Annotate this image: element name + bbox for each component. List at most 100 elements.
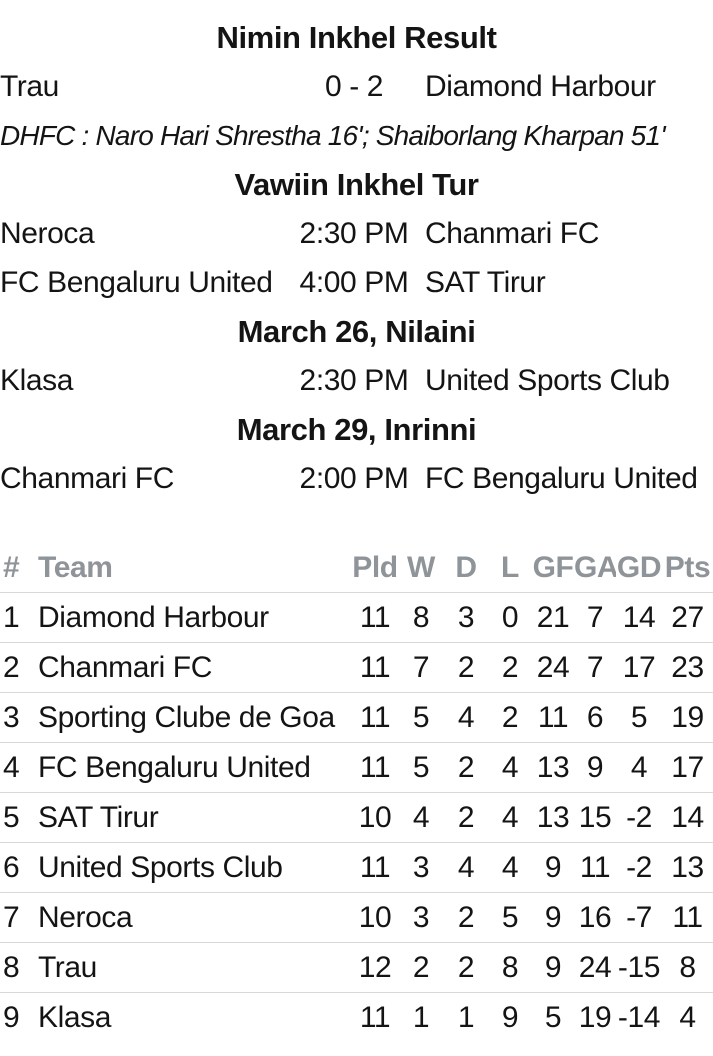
cell-pts: 4 [679, 1001, 696, 1034]
fixture-row: Klasa 2:30 PM United Sports Club [0, 356, 713, 405]
standings-header-row: # Team Pld W D L GF GA GD Pts [0, 543, 713, 593]
cell-d: 4 [457, 850, 475, 884]
cell-pos: 1 [3, 600, 20, 634]
cell-pld: 11 [359, 700, 391, 734]
home-team: FC Bengaluru United [0, 266, 273, 299]
cell-pts: 11 [672, 900, 703, 934]
cell-pos: 9 [3, 1001, 20, 1034]
away-team: SAT Tirur [425, 266, 546, 299]
fixture-row: FC Bengaluru United 4:00 PM SAT Tirur [0, 258, 713, 307]
cell-w: 3 [412, 900, 430, 934]
away-team: United Sports Club [425, 364, 670, 397]
kickoff-time: 2:30 PM [299, 217, 409, 250]
standings-row: 4 FC Bengaluru United 11 5 2 4 13 9 4 17 [0, 743, 713, 793]
cell-team: SAT Tirur [38, 800, 159, 834]
fixture-row: Neroca 2:30 PM Chanmari FC [0, 209, 713, 258]
standings-row: 5 SAT Tirur 10 4 2 4 13 15 -2 14 [0, 793, 713, 843]
cell-pld: 11 [359, 750, 391, 784]
home-team: Klasa [0, 364, 74, 397]
cell-pts: 14 [671, 800, 704, 834]
cell-ga: 6 [586, 700, 604, 734]
cell-team: Chanmari FC [38, 650, 212, 684]
standings-row: 2 Chanmari FC 11 7 2 2 24 7 17 23 [0, 643, 713, 693]
cell-l: 8 [501, 950, 519, 984]
header-cell-d: D [455, 550, 477, 584]
standings-row: 9 Klasa 11 1 1 9 5 19 -14 4 [0, 993, 713, 1043]
cell-w: 4 [412, 800, 430, 834]
cell-team: Klasa [38, 1001, 112, 1034]
standings-row: 3 Sporting Clube de Goa 11 5 4 2 11 6 5 19 [0, 693, 713, 743]
cell-d: 2 [457, 650, 475, 684]
match-score: 0 - 2 [324, 70, 384, 103]
cell-d: 4 [457, 700, 475, 734]
standings-row: 1 Diamond Harbour 11 8 3 0 21 7 14 27 [0, 593, 713, 643]
cell-team: Neroca [38, 900, 133, 934]
cell-pts: 8 [679, 950, 696, 984]
kickoff-time: 2:30 PM [299, 364, 409, 397]
cell-pos: 8 [3, 950, 20, 984]
cell-pos: 4 [3, 750, 20, 784]
cell-gf: 24 [536, 650, 570, 684]
header-cell-pos: # [3, 550, 20, 584]
header-cell-gd: GD [616, 550, 662, 584]
cell-gf: 9 [544, 950, 562, 984]
cell-pld: 12 [358, 950, 392, 984]
cell-ga: 11 [579, 850, 611, 884]
cell-gf: 21 [536, 600, 570, 634]
cell-pld: 11 [359, 1001, 391, 1034]
header-cell-l: L [501, 550, 519, 584]
home-team: Trau [0, 70, 59, 103]
cell-gf: 13 [536, 750, 570, 784]
cell-pts: 27 [671, 600, 704, 634]
cell-w: 1 [412, 1001, 430, 1034]
cell-gf: 9 [544, 900, 562, 934]
header-cell-gf: GF [532, 550, 574, 584]
cell-pos: 7 [3, 900, 20, 934]
cell-gd: 14 [622, 600, 656, 634]
cell-pld: 10 [358, 900, 392, 934]
cell-team: Sporting Clube de Goa [38, 700, 335, 734]
cell-ga: 16 [578, 900, 612, 934]
cell-w: 3 [412, 850, 430, 884]
cell-d: 2 [457, 950, 475, 984]
away-team: FC Bengaluru United [425, 462, 698, 495]
result-row: Trau 0 - 2 Diamond Harbour [0, 62, 713, 111]
goalscorers-note: DHFC : Naro Hari Shrestha 16'; Shaiborla… [0, 120, 666, 151]
fixtures-title: March 29, Inrinni [236, 412, 477, 447]
fixtures-title: March 26, Nilaini [237, 314, 476, 349]
header-cell-pts: Pts [664, 550, 711, 584]
cell-gd: -2 [626, 850, 652, 884]
cell-pld: 11 [359, 650, 391, 684]
cell-d: 3 [457, 600, 475, 634]
standings-row: 8 Trau 12 2 2 8 9 24 -15 8 [0, 943, 713, 993]
cell-gf: 5 [544, 1001, 562, 1034]
header-cell-ga: GA [574, 550, 616, 584]
kickoff-time: 4:00 PM [299, 266, 409, 299]
cell-w: 7 [412, 650, 430, 684]
cell-pld: 11 [359, 600, 391, 634]
cell-d: 1 [457, 1001, 475, 1034]
cell-team: United Sports Club [38, 850, 283, 884]
fixtures-section: Vawiin Inkhel Tur Neroca 2:30 PM Chanmari F… [0, 160, 713, 307]
cell-team: Trau [38, 950, 97, 984]
away-team: Chanmari FC [425, 217, 599, 250]
cell-ga: 19 [578, 1001, 612, 1034]
cell-w: 8 [412, 600, 430, 634]
standings-row: 7 Neroca 10 3 2 5 9 16 -7 11 [0, 893, 713, 943]
cell-pos: 2 [3, 650, 20, 684]
cell-d: 2 [457, 750, 475, 784]
header-cell-team: Team [38, 550, 113, 584]
standings-table: # Team Pld W D L GF GA GD Pts 1 Diamond Harbour 11 8… [0, 543, 713, 1043]
cell-l: 2 [501, 650, 519, 684]
cell-gd: -2 [626, 800, 652, 834]
cell-pts: 19 [671, 700, 704, 734]
cell-l: 4 [501, 800, 519, 834]
cell-gd: 5 [630, 700, 648, 734]
fixtures-section: March 26, Nilaini Klasa 2:30 PM United Spor… [0, 307, 713, 405]
cell-l: 9 [501, 1001, 519, 1034]
cell-ga: 7 [586, 600, 604, 634]
standings-row: 6 United Sports Club 11 3 4 4 9 11 -2 13 [0, 843, 713, 893]
fixtures-title: Vawiin Inkhel Tur [234, 167, 479, 202]
cell-d: 2 [457, 900, 475, 934]
cell-w: 5 [412, 700, 430, 734]
